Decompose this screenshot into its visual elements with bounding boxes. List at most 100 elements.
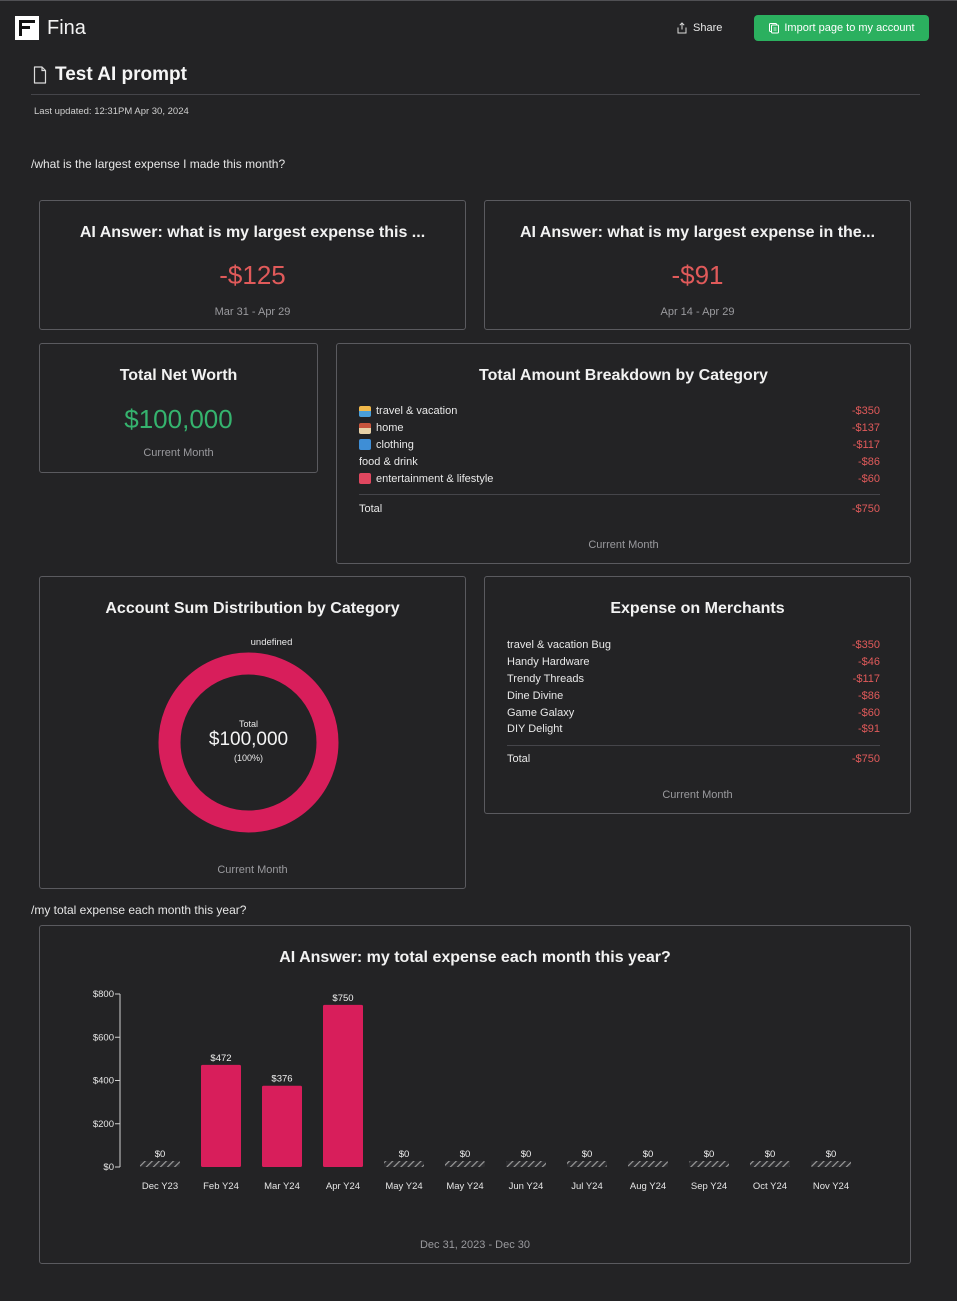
bar-zero[interactable] (689, 1161, 729, 1167)
bar-value-label: $0 (643, 1149, 654, 1160)
period-label: Current Month (217, 864, 288, 876)
app-brand[interactable]: Fina (15, 16, 86, 40)
total-value: -$750 (851, 753, 880, 765)
monthly-expense-card[interactable]: AI Answer: my total expense each month t… (39, 925, 911, 1264)
card-title: AI Answer: what is my largest expense th… (79, 224, 426, 241)
total-label: Total (359, 503, 383, 515)
card-title: AI Answer: what is my largest expense in… (519, 224, 876, 241)
category-label: entertainment & lifestyle (376, 472, 494, 485)
y-tick-label: $800 (93, 989, 114, 1000)
y-tick-label: $0 (103, 1162, 114, 1173)
card-title: Expense on Merchants (610, 600, 785, 617)
merchant-row[interactable]: Trendy Threads -$117 (507, 671, 880, 688)
ai-answer-card-1[interactable]: AI Answer: what is my largest expense th… (39, 200, 466, 330)
date-range: Mar 31 - Apr 29 (214, 306, 291, 318)
merchant-value: -$91 (857, 723, 880, 736)
app-name: Fina (47, 16, 86, 39)
bar-value-label: $0 (521, 1149, 532, 1160)
document-icon (33, 66, 47, 84)
x-tick-label: Jun Y24 (509, 1181, 544, 1192)
donut-chart[interactable] (158, 652, 339, 833)
bar[interactable] (201, 1064, 241, 1167)
merchant-label: Dine Divine (507, 689, 564, 702)
monthly-bar-chart[interactable]: $0 $200 $400 $600 $800 $0 Dec Y23 $472 Feb Y24 $3… (40, 926, 910, 1226)
merchant-label: Game Galaxy (507, 706, 575, 719)
bar[interactable] (262, 1085, 302, 1167)
bar-zero[interactable] (750, 1161, 790, 1167)
prompt-text-2[interactable]: /my total expense each month this year? (31, 903, 247, 917)
bar-value-label: $0 (826, 1149, 837, 1160)
bar-value-label: $0 (460, 1149, 471, 1160)
merchant-label: DIY Delight (507, 723, 563, 736)
bar-zero[interactable] (567, 1161, 607, 1167)
distribution-card[interactable]: Account Sum Distribution by Category und… (39, 576, 466, 889)
largest-expense-value: -$91 (671, 260, 724, 290)
category-value: -$60 (857, 472, 880, 485)
total-value: -$750 (851, 503, 880, 515)
merchant-row[interactable]: Dine Divine -$86 (507, 687, 880, 704)
x-tick-label: Feb Y24 (203, 1181, 239, 1192)
period-label: Current Month (588, 539, 659, 551)
x-tick-label: Sep Y24 (691, 1181, 727, 1192)
import-page-button[interactable]: Import page to my account (754, 15, 929, 41)
bar-zero[interactable] (140, 1161, 180, 1167)
share-icon (677, 22, 687, 34)
donut-slice[interactable] (158, 652, 339, 833)
bar-value-label: $750 (332, 993, 353, 1004)
merchant-label: travel & vacation Bug (507, 639, 611, 652)
page-title: Test AI prompt (33, 64, 187, 86)
share-button[interactable]: Share (676, 19, 722, 37)
merchant-row[interactable]: travel & vacation Bug -$350 (507, 637, 880, 654)
bar-zero[interactable] (628, 1161, 668, 1167)
merchant-row[interactable]: Game Galaxy -$60 (507, 704, 880, 721)
x-tick-label: Nov Y24 (813, 1181, 849, 1192)
merchant-row[interactable]: Handy Hardware -$46 (507, 654, 880, 671)
card-title: AI Answer: my total expense each month t… (279, 949, 671, 966)
y-tick-label: $200 (93, 1119, 114, 1130)
period-label: Current Month (662, 789, 733, 801)
prompt-text-1[interactable]: /what is the largest expense I made this… (31, 157, 286, 171)
merchant-value: -$46 (857, 656, 880, 669)
card-title: Total Amount Breakdown by Category (479, 367, 768, 384)
donut-legend-label: undefined (250, 637, 293, 648)
category-row[interactable]: entertainment & lifestyle -$60 (359, 470, 880, 487)
category-value: -$350 (851, 405, 880, 418)
tshirt-icon (359, 439, 371, 451)
beach-umbrella-icon (359, 405, 371, 417)
total-row: Total -$750 (359, 503, 880, 515)
merchant-value: -$86 (857, 689, 880, 702)
import-label: Import page to my account (784, 22, 915, 34)
bar-zero[interactable] (811, 1161, 851, 1167)
ai-answer-card-2[interactable]: AI Answer: what is my largest expense in… (484, 200, 911, 330)
bar-value-label: $0 (765, 1149, 776, 1160)
card-title: Account Sum Distribution by Category (105, 600, 400, 617)
bar-value-label: $0 (399, 1149, 410, 1160)
merchants-card[interactable]: Expense on Merchants travel & vacation B… (484, 576, 911, 814)
bar-zero[interactable] (384, 1161, 424, 1167)
bar[interactable] (323, 1004, 363, 1167)
net-worth-card[interactable]: Total Net Worth $100,000 Current Month (39, 343, 318, 473)
net-worth-value: $100,000 (124, 404, 233, 434)
donut-center-label: Total (238, 719, 258, 729)
donut-center-value: $100,000 (208, 729, 289, 750)
category-row[interactable]: travel & vacation -$350 (359, 403, 880, 420)
ticket-icon (359, 473, 371, 485)
x-tick-label: Jul Y24 (571, 1181, 603, 1192)
category-row[interactable]: home -$137 (359, 420, 880, 437)
category-breakdown-card[interactable]: Total Amount Breakdown by Category trave… (336, 343, 911, 564)
x-tick-label: May Y24 (446, 1181, 483, 1192)
bar-zero[interactable] (445, 1161, 485, 1167)
category-row[interactable]: clothing -$117 (359, 437, 880, 454)
last-updated: Last updated: 12:31PM Apr 30, 2024 (34, 106, 189, 117)
donut-center-percent: (100%) (233, 753, 263, 763)
merchant-value: -$350 (851, 639, 880, 652)
x-tick-label: Apr Y24 (326, 1181, 360, 1192)
merchant-row[interactable]: DIY Delight -$91 (507, 721, 880, 738)
fina-logo-icon (15, 16, 39, 40)
bar-zero[interactable] (506, 1161, 546, 1167)
category-label: travel & vacation (376, 405, 458, 418)
category-label: home (376, 422, 404, 435)
card-title: Total Net Worth (119, 367, 238, 384)
x-tick-label: Aug Y24 (630, 1181, 666, 1192)
category-row[interactable]: food & drink -$86 (359, 453, 880, 470)
